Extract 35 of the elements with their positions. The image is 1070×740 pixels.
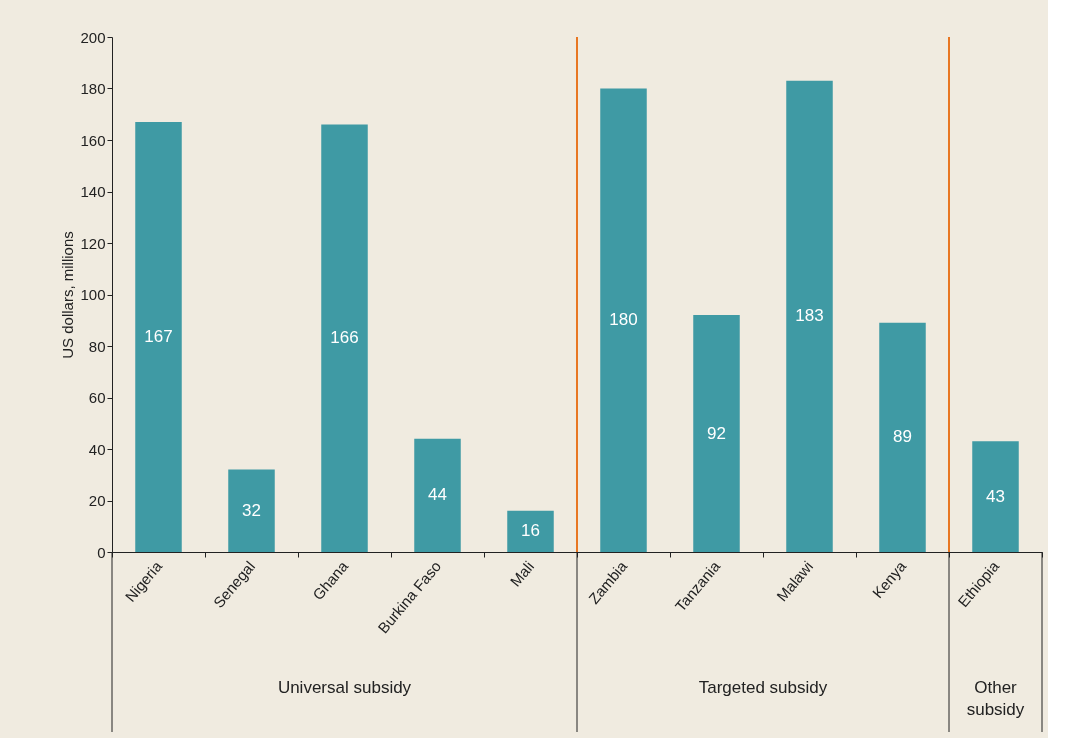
data-label: 166 <box>330 328 359 348</box>
data-label: 92 <box>707 423 726 443</box>
text: Universal subsidy <box>277 678 412 697</box>
bar <box>507 510 554 552</box>
y-tick-label: 80 <box>88 337 106 355</box>
text: Other subsidy <box>966 678 1025 719</box>
bar <box>600 88 647 552</box>
bar <box>135 121 182 552</box>
y-tick-label: 20 <box>88 492 106 509</box>
bar <box>693 315 740 552</box>
y-tick-label: 120 <box>80 234 106 252</box>
data-label: 16 <box>521 521 540 541</box>
y-tick-label: 40 <box>88 440 106 458</box>
bar <box>321 124 368 552</box>
data-label: 167 <box>144 326 173 346</box>
bar <box>786 80 833 552</box>
data-label: 43 <box>986 486 1005 506</box>
data-label: 32 <box>242 500 261 520</box>
y-tick-label: 200 <box>80 28 106 46</box>
text: Targeted subsidy <box>698 678 828 697</box>
y-tick-label: 100 <box>80 286 106 303</box>
bar <box>879 322 926 552</box>
bar <box>414 438 461 552</box>
y-tick-label: 60 <box>88 389 106 406</box>
data-label: 183 <box>795 306 824 326</box>
bar <box>972 441 1019 552</box>
y-tick-label: 140 <box>80 183 106 200</box>
y-tick-label: 160 <box>80 131 106 149</box>
data-label: 180 <box>609 310 638 330</box>
y-tick-label: 0 <box>97 543 106 561</box>
y-tick-label: 180 <box>80 80 106 97</box>
data-label: 89 <box>893 427 912 447</box>
y-axis-title: US dollars, millions <box>59 231 77 359</box>
data-label: 44 <box>428 485 447 505</box>
bar <box>228 469 275 552</box>
